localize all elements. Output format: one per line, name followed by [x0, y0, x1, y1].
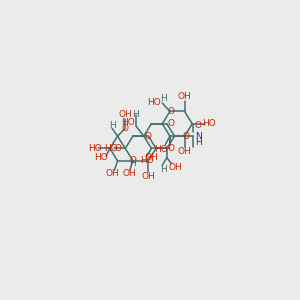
- Text: H: H: [130, 159, 136, 168]
- Text: H: H: [160, 165, 167, 174]
- Text: O: O: [145, 132, 152, 141]
- Text: OH: OH: [122, 169, 136, 178]
- Text: OH: OH: [118, 110, 132, 119]
- Text: OH: OH: [178, 147, 191, 156]
- Text: O: O: [167, 107, 174, 116]
- Text: OH: OH: [105, 169, 119, 178]
- Text: O: O: [183, 132, 190, 141]
- Text: OH: OH: [168, 163, 182, 172]
- Text: HO: HO: [88, 144, 102, 153]
- Text: HO: HO: [104, 144, 118, 153]
- Text: OH: OH: [145, 153, 158, 162]
- Text: H: H: [160, 94, 167, 103]
- Text: HO: HO: [94, 153, 108, 162]
- Text: N: N: [195, 132, 202, 141]
- Text: O: O: [114, 144, 121, 153]
- Text: O: O: [122, 124, 129, 133]
- Text: HO: HO: [147, 98, 160, 107]
- Text: OH: OH: [178, 92, 191, 100]
- Text: O: O: [167, 144, 174, 153]
- Text: H: H: [132, 110, 139, 119]
- Text: HO: HO: [140, 156, 154, 165]
- Text: H: H: [109, 121, 116, 130]
- Text: H: H: [195, 138, 202, 147]
- Text: O: O: [130, 156, 136, 165]
- Text: HO: HO: [154, 145, 168, 154]
- Text: HO: HO: [121, 118, 134, 127]
- Text: O: O: [167, 119, 174, 128]
- Text: O: O: [195, 121, 202, 130]
- Text: OH: OH: [142, 172, 155, 181]
- Text: HO: HO: [202, 119, 216, 128]
